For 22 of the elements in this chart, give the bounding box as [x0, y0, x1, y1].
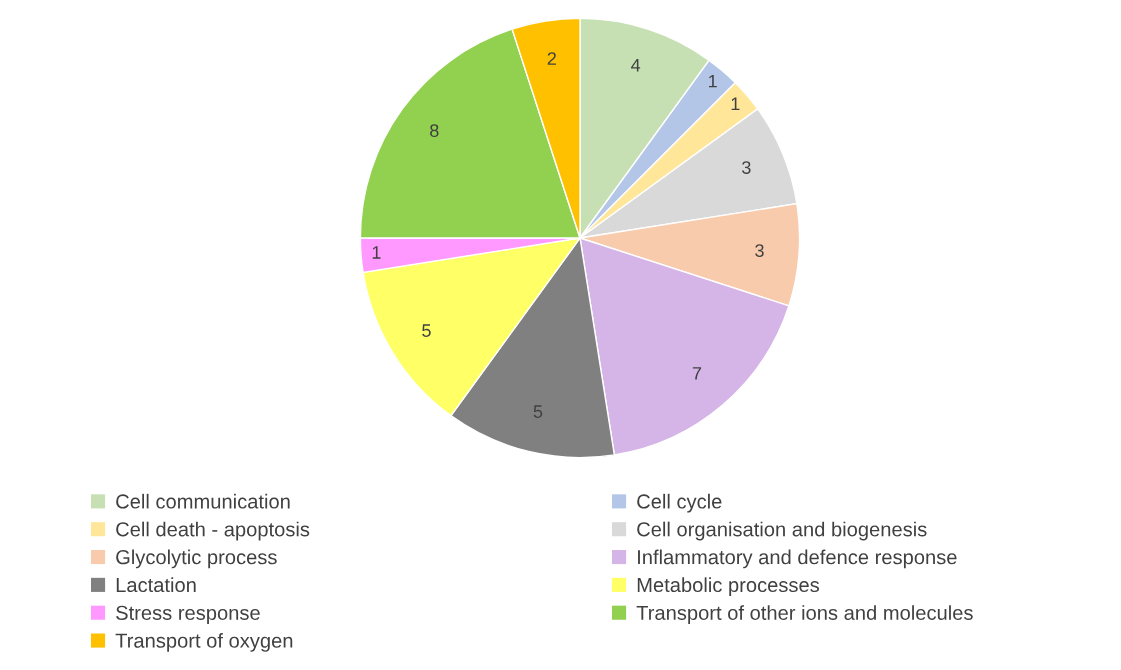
data-label: 7 [692, 367, 702, 380]
legend-label: Stress response [116, 605, 260, 624]
data-label: 5 [533, 405, 543, 418]
legend-label: Lactation [116, 577, 196, 593]
data-label: 5 [422, 324, 431, 337]
legend-label: Cell cycle [637, 493, 722, 513]
legend-label: Metabolic processes [637, 577, 820, 597]
data-label: 8 [430, 124, 439, 137]
legend-label: Cell death - apoptosis [116, 521, 310, 541]
legend-label: Glycolytic process [116, 549, 277, 569]
data-label: 4 [631, 58, 641, 72]
data-label: 3 [755, 244, 764, 257]
legend-label: Cell organisation and biogenesis [637, 521, 927, 541]
data-label: 1 [709, 74, 717, 88]
legend-label: Transport of oxygen [115, 633, 293, 652]
data-label: 1 [372, 246, 381, 259]
data-label: 1 [731, 97, 740, 111]
data-label: 3 [742, 161, 751, 174]
legend-label: Cell communication [116, 493, 290, 509]
data-label: 2 [547, 52, 556, 65]
legend-label: Inflammatory and defence response [638, 549, 957, 569]
legend-label: Transport of other ions and molecules [636, 605, 973, 624]
